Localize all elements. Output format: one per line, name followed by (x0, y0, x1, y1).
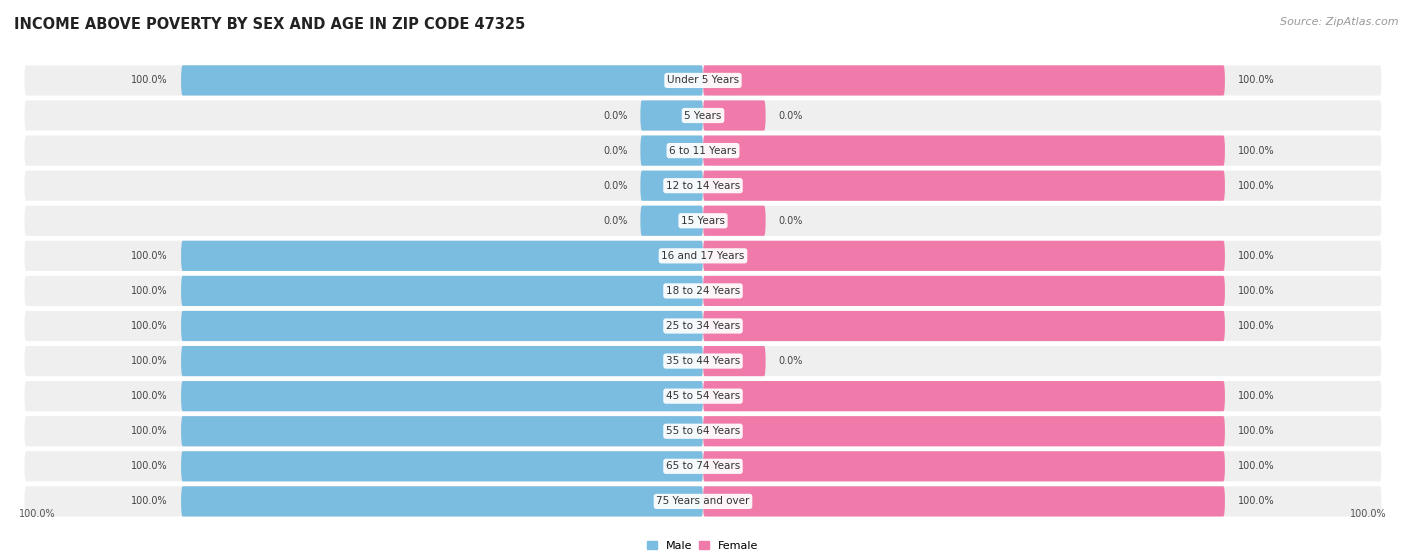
FancyBboxPatch shape (181, 346, 703, 376)
Text: 100.0%: 100.0% (131, 286, 169, 296)
Text: 5 Years: 5 Years (685, 110, 721, 121)
Text: 35 to 44 Years: 35 to 44 Years (666, 356, 740, 366)
Text: 100.0%: 100.0% (1237, 497, 1275, 507)
Text: 0.0%: 0.0% (603, 110, 627, 121)
Text: 100.0%: 100.0% (131, 391, 169, 401)
Text: 100.0%: 100.0% (1237, 391, 1275, 401)
Text: 100.0%: 100.0% (131, 497, 169, 507)
FancyBboxPatch shape (24, 451, 1382, 482)
FancyBboxPatch shape (181, 486, 703, 517)
Text: 0.0%: 0.0% (603, 146, 627, 156)
FancyBboxPatch shape (24, 206, 1382, 236)
Text: 12 to 14 Years: 12 to 14 Years (666, 181, 740, 191)
Text: 100.0%: 100.0% (1237, 146, 1275, 156)
FancyBboxPatch shape (703, 416, 1225, 446)
Text: 75 Years and over: 75 Years and over (657, 497, 749, 507)
FancyBboxPatch shape (24, 65, 1382, 95)
FancyBboxPatch shape (24, 416, 1382, 446)
FancyBboxPatch shape (640, 100, 703, 131)
Text: 65 to 74 Years: 65 to 74 Years (666, 461, 740, 472)
Text: 0.0%: 0.0% (779, 356, 803, 366)
Text: 0.0%: 0.0% (603, 216, 627, 226)
FancyBboxPatch shape (181, 311, 703, 341)
Text: 100.0%: 100.0% (1237, 181, 1275, 191)
Text: 100.0%: 100.0% (131, 321, 169, 331)
FancyBboxPatch shape (24, 486, 1382, 517)
FancyBboxPatch shape (703, 100, 766, 131)
FancyBboxPatch shape (24, 171, 1382, 201)
FancyBboxPatch shape (703, 451, 1225, 482)
Text: 18 to 24 Years: 18 to 24 Years (666, 286, 740, 296)
Text: 45 to 54 Years: 45 to 54 Years (666, 391, 740, 401)
FancyBboxPatch shape (703, 381, 1225, 411)
FancyBboxPatch shape (24, 240, 1382, 271)
FancyBboxPatch shape (640, 136, 703, 166)
Text: 100.0%: 100.0% (1237, 251, 1275, 261)
Text: 100.0%: 100.0% (20, 509, 56, 519)
Text: 100.0%: 100.0% (1237, 75, 1275, 85)
Text: 100.0%: 100.0% (1237, 286, 1275, 296)
Text: 100.0%: 100.0% (131, 426, 169, 436)
Text: Under 5 Years: Under 5 Years (666, 75, 740, 85)
Text: 55 to 64 Years: 55 to 64 Years (666, 426, 740, 436)
Text: 100.0%: 100.0% (1237, 426, 1275, 436)
FancyBboxPatch shape (24, 381, 1382, 411)
Text: 0.0%: 0.0% (603, 181, 627, 191)
Text: 0.0%: 0.0% (779, 216, 803, 226)
FancyBboxPatch shape (703, 346, 766, 376)
Text: 100.0%: 100.0% (131, 75, 169, 85)
Text: 16 and 17 Years: 16 and 17 Years (661, 251, 745, 261)
FancyBboxPatch shape (181, 451, 703, 482)
Legend: Male, Female: Male, Female (647, 541, 759, 551)
FancyBboxPatch shape (24, 100, 1382, 131)
Text: 100.0%: 100.0% (1237, 461, 1275, 472)
Text: 100.0%: 100.0% (1237, 321, 1275, 331)
Text: 25 to 34 Years: 25 to 34 Years (666, 321, 740, 331)
Text: 100.0%: 100.0% (1350, 509, 1386, 519)
FancyBboxPatch shape (703, 171, 1225, 201)
FancyBboxPatch shape (703, 311, 1225, 341)
FancyBboxPatch shape (703, 136, 1225, 166)
FancyBboxPatch shape (24, 311, 1382, 341)
FancyBboxPatch shape (181, 381, 703, 411)
FancyBboxPatch shape (181, 240, 703, 271)
FancyBboxPatch shape (703, 65, 1225, 95)
FancyBboxPatch shape (703, 276, 1225, 306)
Text: 100.0%: 100.0% (131, 461, 169, 472)
FancyBboxPatch shape (640, 171, 703, 201)
FancyBboxPatch shape (24, 136, 1382, 166)
FancyBboxPatch shape (181, 276, 703, 306)
FancyBboxPatch shape (24, 346, 1382, 376)
FancyBboxPatch shape (181, 416, 703, 446)
Text: 100.0%: 100.0% (131, 251, 169, 261)
Text: 15 Years: 15 Years (681, 216, 725, 226)
Text: 100.0%: 100.0% (131, 356, 169, 366)
FancyBboxPatch shape (181, 65, 703, 95)
FancyBboxPatch shape (703, 486, 1225, 517)
FancyBboxPatch shape (640, 206, 703, 236)
FancyBboxPatch shape (24, 276, 1382, 306)
FancyBboxPatch shape (703, 240, 1225, 271)
Text: 0.0%: 0.0% (779, 110, 803, 121)
Text: 6 to 11 Years: 6 to 11 Years (669, 146, 737, 156)
FancyBboxPatch shape (703, 206, 766, 236)
Text: Source: ZipAtlas.com: Source: ZipAtlas.com (1281, 17, 1399, 27)
Text: INCOME ABOVE POVERTY BY SEX AND AGE IN ZIP CODE 47325: INCOME ABOVE POVERTY BY SEX AND AGE IN Z… (14, 17, 526, 32)
